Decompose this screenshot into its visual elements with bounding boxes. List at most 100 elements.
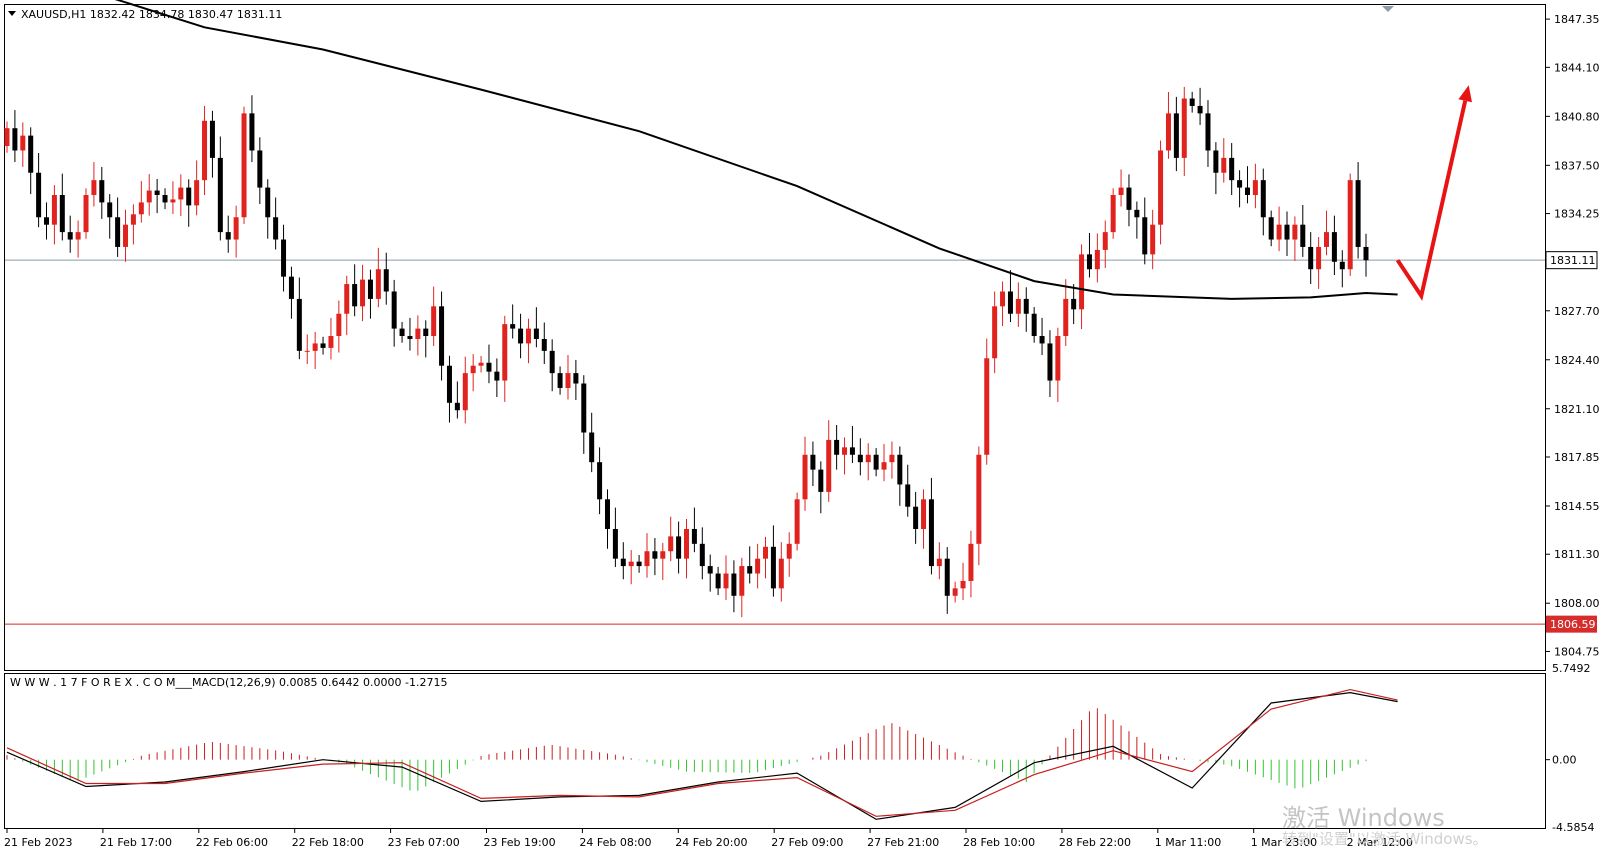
candle: [383, 252, 389, 305]
candle-body: [328, 336, 334, 348]
candle: [541, 322, 547, 365]
candle: [1331, 215, 1337, 276]
candle-body: [1000, 291, 1006, 307]
candle-body: [194, 180, 200, 206]
candle-body: [59, 195, 65, 233]
candle: [652, 538, 658, 576]
time-tick-label: 28 Feb 22:00: [1059, 836, 1131, 849]
candle-body: [628, 561, 634, 567]
candle: [549, 339, 555, 392]
support-price-box: [1546, 615, 1597, 633]
candle-body: [415, 328, 421, 339]
candle-body: [1339, 261, 1345, 270]
candle: [91, 162, 97, 207]
candle: [581, 375, 587, 454]
candle-body: [407, 336, 413, 339]
candle-body: [699, 543, 705, 567]
candle-body: [620, 558, 626, 567]
candle: [1063, 279, 1069, 346]
candle: [565, 355, 571, 400]
candle-body: [1229, 157, 1235, 181]
candle-body: [178, 187, 184, 200]
candle-body: [209, 120, 215, 158]
signal-line: [6, 688, 1398, 817]
candle: [1165, 91, 1171, 159]
candle-body: [1165, 113, 1171, 151]
time-tick-label: 21 Feb 2023: [4, 836, 72, 849]
candle-body: [391, 291, 397, 329]
candle-body: [1221, 157, 1227, 173]
price-tick-label: 1840.80: [1554, 110, 1600, 123]
candle-body: [1150, 224, 1156, 255]
candle: [944, 547, 950, 614]
candle: [573, 359, 579, 400]
candle: [1205, 100, 1211, 167]
candle-body: [75, 232, 81, 240]
candle: [44, 202, 50, 240]
candle-body: [1094, 249, 1100, 270]
candle-body: [549, 350, 555, 374]
candle: [367, 269, 373, 319]
candle-body: [51, 195, 57, 225]
candle-body: [565, 373, 571, 388]
macd-scale-bottom: -4.5854: [1552, 821, 1594, 834]
candle: [146, 174, 152, 216]
candle: [755, 543, 761, 589]
candle-body: [1142, 217, 1148, 255]
candle: [83, 188, 89, 239]
symbol-dropdown-icon[interactable]: [8, 11, 16, 16]
candle-body: [826, 439, 832, 492]
candle: [99, 166, 105, 219]
candle: [510, 304, 516, 339]
candle: [1071, 284, 1077, 325]
candle-body: [660, 551, 666, 559]
candle: [4, 121, 10, 153]
candle-body: [1260, 180, 1266, 218]
support-price-label: 1806.59: [1550, 618, 1596, 631]
candle-body: [1292, 224, 1298, 240]
candle-body: [375, 269, 381, 299]
candle-body: [849, 447, 855, 455]
candle: [1055, 327, 1061, 402]
candle: [36, 152, 42, 228]
candle: [344, 275, 350, 336]
time-tick-label: 27 Feb 21:00: [867, 836, 939, 849]
candle-body: [1213, 150, 1219, 173]
candle-body: [636, 561, 642, 567]
candle: [1197, 87, 1203, 125]
candle-body: [233, 217, 239, 240]
candle-body: [1300, 224, 1306, 247]
candle: [1047, 330, 1053, 398]
candle-body: [470, 365, 476, 374]
candle: [186, 179, 192, 227]
candle: [502, 315, 508, 402]
candle: [1292, 216, 1298, 261]
candle-body: [857, 454, 863, 463]
scroll-marker-icon[interactable]: [1382, 6, 1394, 12]
candle-body: [691, 528, 697, 544]
candle-body: [241, 113, 247, 218]
candle: [494, 358, 500, 398]
candle-body: [146, 190, 152, 203]
candle-body: [1134, 209, 1140, 218]
candle: [1086, 233, 1092, 278]
candle: [304, 334, 310, 365]
candle: [865, 443, 871, 481]
candle-body: [352, 284, 358, 307]
candle-body: [162, 195, 168, 203]
candle: [265, 179, 271, 239]
candle: [202, 105, 208, 195]
candle: [699, 527, 705, 580]
candle: [257, 137, 263, 205]
main-panel-frame: [4, 4, 1546, 671]
time-tick-label: 2 Mar 12:00: [1347, 836, 1413, 849]
candle: [589, 412, 595, 473]
candle: [360, 264, 366, 322]
candle: [67, 215, 73, 253]
candle: [533, 307, 539, 348]
candle: [676, 521, 682, 574]
candle: [209, 110, 215, 178]
time-tick-label: 22 Feb 06:00: [196, 836, 268, 849]
candle-body: [652, 551, 658, 559]
